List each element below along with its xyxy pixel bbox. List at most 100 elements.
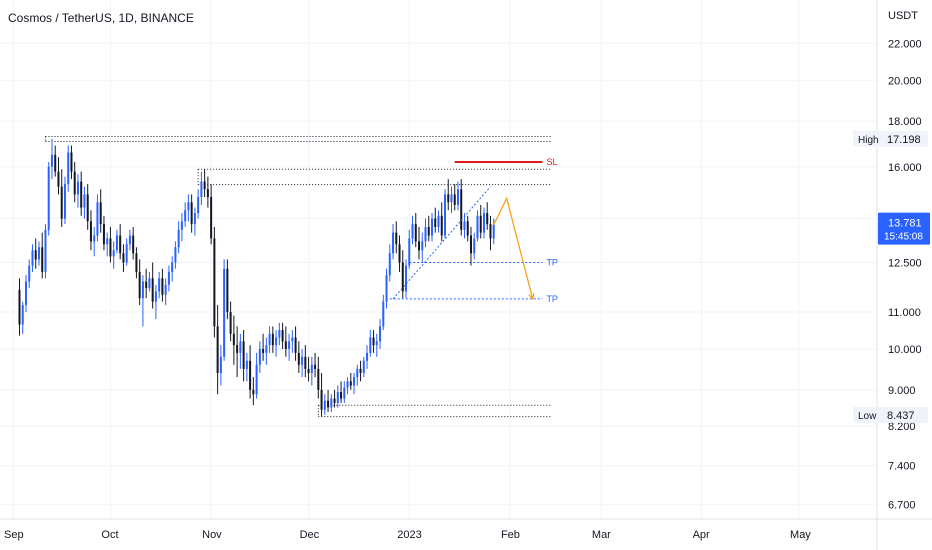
low-value: 8.437 — [887, 410, 915, 422]
candle-body — [258, 348, 261, 365]
candle-body — [427, 226, 430, 236]
candle-body — [210, 196, 213, 239]
price-tick-label: 16.000 — [888, 162, 922, 174]
candle-body — [67, 152, 70, 185]
candle-body — [73, 171, 76, 195]
candle-body — [37, 247, 40, 260]
candle-body — [216, 326, 219, 373]
candle-body — [44, 229, 47, 272]
candle-body — [83, 194, 86, 208]
candle-body — [203, 181, 206, 190]
candle-body — [284, 341, 287, 349]
chart-title: Cosmos / TetherUS, 1D, BINANCE — [8, 11, 194, 25]
candle-body — [80, 181, 83, 208]
candle-body — [323, 400, 326, 410]
rising-trendline — [392, 186, 491, 300]
candle-body — [184, 210, 187, 222]
candle-body — [271, 333, 274, 346]
candle-body — [223, 268, 226, 357]
price-tick-label: 9.000 — [888, 385, 916, 397]
candle-body — [307, 368, 310, 373]
candle-body — [443, 194, 447, 236]
candle-body — [132, 235, 135, 254]
candle-body — [278, 330, 281, 338]
candle-body — [93, 235, 96, 242]
candle-body — [466, 221, 469, 236]
time-tick-label: May — [790, 529, 811, 541]
candle-body — [255, 364, 258, 395]
candle-body — [193, 213, 196, 225]
candle-body — [388, 253, 391, 276]
time-tick-label: Mar — [592, 529, 611, 541]
time-tick-label: Feb — [501, 529, 520, 541]
candle-body — [145, 281, 148, 289]
candle-body — [310, 364, 313, 373]
candle-body — [479, 215, 482, 233]
time-axis[interactable]: Sep Oct Nov Dec 2023 Feb Mar Apr May — [4, 529, 811, 541]
price-axis-unit: USDT — [888, 10, 918, 22]
candle-body — [382, 301, 385, 327]
candle-body — [219, 356, 222, 373]
candle-body — [28, 265, 31, 282]
candle-body — [76, 181, 79, 195]
candle-body — [356, 368, 359, 378]
candle-body — [70, 152, 73, 172]
candle-body — [456, 189, 459, 205]
candle-body — [346, 381, 349, 388]
drawings — [392, 186, 535, 301]
candle-body — [232, 333, 235, 346]
price-tick-label: 11.000 — [888, 307, 921, 319]
candle-body — [187, 202, 190, 211]
candle-body — [197, 196, 200, 214]
candle-body — [392, 232, 395, 254]
candle-body — [447, 194, 450, 203]
price-tick-label: 12.500 — [888, 257, 922, 269]
low-value-bg — [880, 406, 928, 423]
high-label: High — [858, 135, 879, 146]
candle-body — [18, 289, 21, 325]
candle-body — [213, 238, 216, 327]
candle-body — [268, 333, 271, 346]
candle-body — [200, 181, 203, 197]
candle-body — [437, 215, 440, 227]
candle-body — [482, 213, 485, 233]
price-tick-label: 7.400 — [888, 461, 916, 473]
candle-body — [333, 398, 336, 403]
candle-body — [473, 238, 476, 254]
price-tick-label: 8.200 — [888, 421, 916, 433]
candle-body — [450, 194, 453, 203]
candle-body — [476, 215, 479, 239]
candle-body — [336, 392, 339, 403]
horizontal-levels: SL TP TP — [44, 135, 558, 418]
candle-body — [86, 194, 89, 222]
candle-body — [151, 278, 154, 302]
candle-body — [366, 352, 369, 361]
candle-body — [50, 154, 53, 167]
last-price-countdown: 15:45:08 — [884, 232, 923, 243]
price-axis[interactable]: 22.00020.00018.00016.00014.00012.50011.0… — [888, 38, 922, 511]
candle-body — [164, 284, 167, 295]
candle-body — [343, 387, 346, 399]
candle-body — [190, 202, 193, 225]
candle-body — [171, 262, 174, 272]
candle-body — [353, 377, 356, 386]
projection-arrowhead — [528, 292, 535, 301]
candle-body — [486, 213, 489, 225]
candle-series[interactable] — [18, 138, 495, 417]
low-label-bg — [853, 406, 880, 423]
candle-body — [327, 400, 330, 408]
candle-body — [408, 238, 411, 266]
candle-body — [180, 221, 183, 230]
candle-body — [54, 154, 57, 172]
candle-body — [102, 224, 105, 245]
last-price-value: 13.781 — [888, 218, 922, 230]
time-tick-label: Nov — [202, 529, 222, 541]
candle-body — [411, 224, 414, 239]
candle-body — [330, 398, 333, 408]
price-tick-label: 18.000 — [888, 116, 922, 128]
candle-body — [128, 235, 131, 245]
candle-body — [115, 235, 118, 251]
candle-body — [291, 337, 294, 342]
candle-body — [154, 291, 157, 302]
